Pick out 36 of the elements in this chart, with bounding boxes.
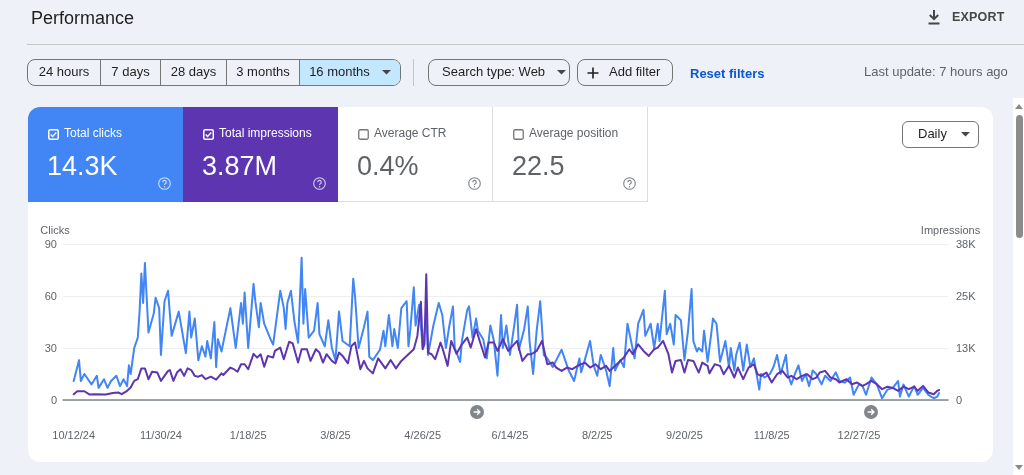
x-tick-label: 1/18/25	[229, 428, 267, 441]
y-tick-label: 60	[44, 290, 57, 302]
scrollbar-thumb[interactable]	[1016, 115, 1023, 238]
dropdown-button[interactable]: Daily	[902, 121, 979, 148]
x-tick-label: 12/27/25	[837, 428, 881, 441]
segment-button[interactable]: 16 months	[299, 60, 400, 85]
y2-tick-label: 13K	[956, 342, 977, 354]
x-tick-label: 9/20/25	[666, 428, 703, 441]
text-link[interactable]: Reset filters	[690, 64, 765, 82]
x-tick-label: 6/14/25	[491, 428, 529, 441]
text: Performance	[31, 8, 135, 29]
segment-button[interactable]: 24 hours	[28, 60, 100, 85]
filter-button[interactable]: Add filter	[577, 59, 673, 86]
x-tick-label: 11/30/24	[139, 428, 182, 441]
segment-button[interactable]: 28 days	[160, 60, 226, 85]
metric-card[interactable]: Average position 22.5	[493, 107, 648, 202]
y-tick-label: 30	[44, 342, 57, 354]
y-tick-label: 0	[50, 394, 57, 406]
y-axis-title: Clicks	[40, 223, 71, 236]
dropdown-button[interactable]: Search type: Web	[428, 59, 570, 86]
y2-tick-label: 38K	[956, 238, 977, 250]
text: Last update: 7 hours ago	[864, 64, 1008, 80]
x-tick-label: 3/8/25	[320, 428, 351, 441]
y2-tick-label: 25K	[956, 290, 977, 302]
metric-card[interactable]: Total clicks 14.3K	[28, 107, 183, 202]
x-tick-label: 11/8/25	[753, 428, 790, 441]
metric-card[interactable]: Total impressions 3.87M	[183, 107, 338, 202]
metric-card[interactable]: Average CTR 0.4%	[338, 107, 493, 202]
x-tick-label: 8/2/25	[581, 428, 613, 441]
x-tick-label: 10/12/24	[52, 428, 96, 441]
segment-button[interactable]: 7 days	[100, 60, 160, 85]
text: EXPORT	[952, 10, 1005, 25]
y2-axis-title: Impressions	[920, 223, 981, 236]
x-tick-label: 4/26/25	[404, 428, 442, 441]
y2-tick-label: 0	[956, 394, 963, 406]
y-tick-label: 90	[44, 238, 57, 250]
